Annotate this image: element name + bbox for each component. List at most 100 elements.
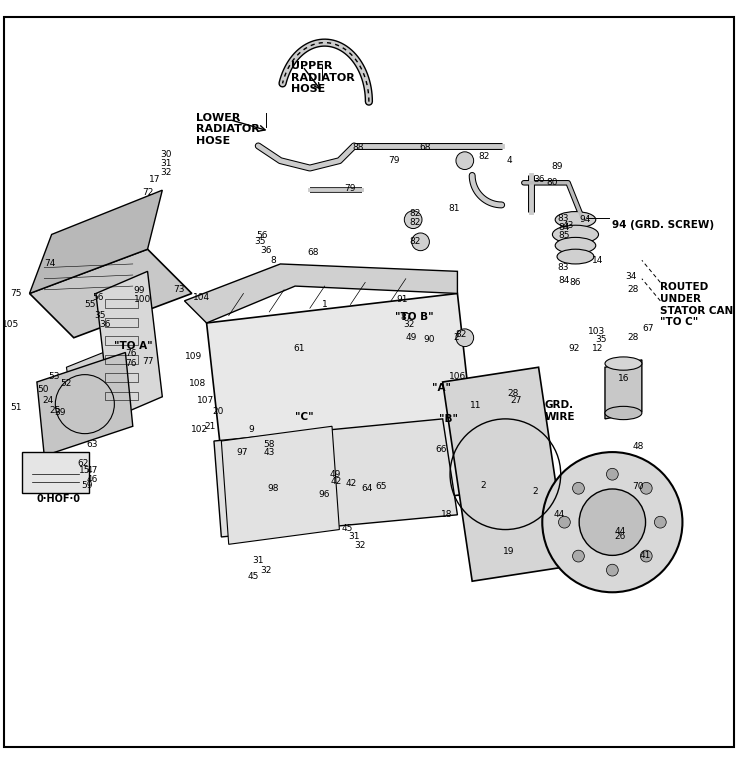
Text: 84: 84	[558, 276, 569, 285]
Text: 43: 43	[263, 448, 275, 457]
Text: 42: 42	[346, 479, 357, 488]
Text: 68: 68	[308, 248, 320, 257]
Text: 21: 21	[205, 422, 216, 431]
Text: GRD.
WIRE: GRD. WIRE	[544, 400, 575, 422]
Text: 9: 9	[248, 426, 254, 435]
Text: 24: 24	[42, 396, 53, 405]
Text: 94: 94	[579, 215, 591, 224]
Text: "TO A": "TO A"	[114, 342, 153, 351]
Text: 1: 1	[322, 300, 328, 309]
Circle shape	[579, 489, 646, 555]
Text: 41: 41	[640, 551, 651, 560]
Circle shape	[607, 565, 618, 576]
Circle shape	[607, 468, 618, 480]
Ellipse shape	[555, 238, 596, 254]
Circle shape	[456, 329, 474, 347]
Text: 14: 14	[592, 256, 603, 265]
Circle shape	[572, 550, 584, 562]
Circle shape	[456, 152, 474, 170]
Text: 32: 32	[404, 320, 416, 329]
Text: 82: 82	[478, 153, 490, 161]
Text: 0·HOF·0: 0·HOF·0	[37, 494, 81, 504]
Bar	[105, 373, 138, 382]
Polygon shape	[29, 249, 192, 338]
Text: 28: 28	[627, 333, 639, 342]
Ellipse shape	[605, 406, 642, 419]
Text: LOWER
RADIATOR
HOSE: LOWER RADIATOR HOSE	[196, 113, 260, 146]
Text: 42: 42	[330, 477, 341, 486]
Text: 28: 28	[507, 389, 518, 397]
Text: 32: 32	[354, 541, 366, 550]
Text: 36: 36	[99, 320, 110, 329]
Text: 64: 64	[361, 484, 372, 494]
Bar	[105, 299, 138, 308]
Text: 26: 26	[614, 533, 626, 542]
Text: 92: 92	[568, 345, 580, 353]
Text: 65: 65	[376, 482, 387, 491]
Text: 2: 2	[481, 481, 486, 490]
Text: 96: 96	[319, 490, 330, 499]
Polygon shape	[206, 293, 479, 522]
Text: 56: 56	[256, 231, 268, 241]
Circle shape	[640, 482, 652, 494]
Text: 91: 91	[396, 295, 408, 304]
Text: 81: 81	[448, 204, 460, 213]
Text: 46: 46	[86, 475, 98, 484]
Text: 82: 82	[409, 209, 420, 219]
Text: 31: 31	[349, 533, 360, 542]
Polygon shape	[96, 271, 162, 419]
Text: 97: 97	[236, 448, 248, 457]
Text: "B": "B"	[439, 414, 458, 424]
Text: 73: 73	[172, 285, 184, 294]
Text: 45: 45	[248, 572, 259, 581]
Text: 59: 59	[81, 481, 93, 490]
Text: 50: 50	[37, 385, 49, 394]
Text: 102: 102	[190, 426, 208, 435]
Text: 28: 28	[627, 285, 639, 294]
Bar	[105, 318, 138, 327]
Text: 31: 31	[253, 556, 264, 565]
Text: 76: 76	[125, 349, 137, 358]
Polygon shape	[184, 264, 458, 323]
Text: 77: 77	[142, 357, 153, 366]
Text: 30: 30	[160, 151, 172, 159]
Text: 15: 15	[79, 466, 91, 475]
Text: 88: 88	[352, 143, 364, 152]
Text: 108: 108	[189, 379, 206, 388]
Text: 25: 25	[50, 406, 61, 415]
Text: 48: 48	[632, 442, 644, 452]
Circle shape	[559, 516, 570, 528]
Text: 32: 32	[260, 566, 272, 575]
Text: 80: 80	[546, 178, 557, 187]
Text: 86: 86	[570, 278, 581, 287]
Text: "C": "C"	[295, 412, 314, 422]
Text: 58: 58	[263, 440, 275, 449]
Text: 83: 83	[557, 263, 568, 272]
Text: 89: 89	[551, 162, 562, 171]
Text: 99: 99	[133, 286, 145, 295]
Polygon shape	[37, 352, 133, 456]
Text: 105: 105	[2, 320, 20, 329]
Text: 55: 55	[84, 300, 96, 309]
Text: 12: 12	[592, 345, 603, 353]
Text: 4: 4	[506, 156, 512, 165]
Text: 19: 19	[503, 547, 515, 556]
Ellipse shape	[555, 212, 596, 228]
Text: 76: 76	[125, 359, 137, 368]
Text: 100: 100	[134, 295, 151, 304]
Text: 82: 82	[455, 329, 466, 338]
Text: 87: 87	[400, 312, 412, 322]
Text: 109: 109	[184, 351, 202, 361]
Circle shape	[542, 452, 682, 592]
Text: 39: 39	[55, 409, 66, 417]
Polygon shape	[442, 367, 568, 581]
Text: 106: 106	[448, 371, 466, 380]
Text: 62: 62	[77, 458, 88, 468]
Text: 79: 79	[388, 156, 400, 165]
Text: 84: 84	[559, 222, 570, 231]
Text: 51: 51	[10, 403, 22, 413]
Circle shape	[640, 550, 652, 562]
Text: 44: 44	[554, 510, 565, 520]
Text: 103: 103	[587, 327, 604, 336]
Text: 27: 27	[511, 396, 522, 405]
